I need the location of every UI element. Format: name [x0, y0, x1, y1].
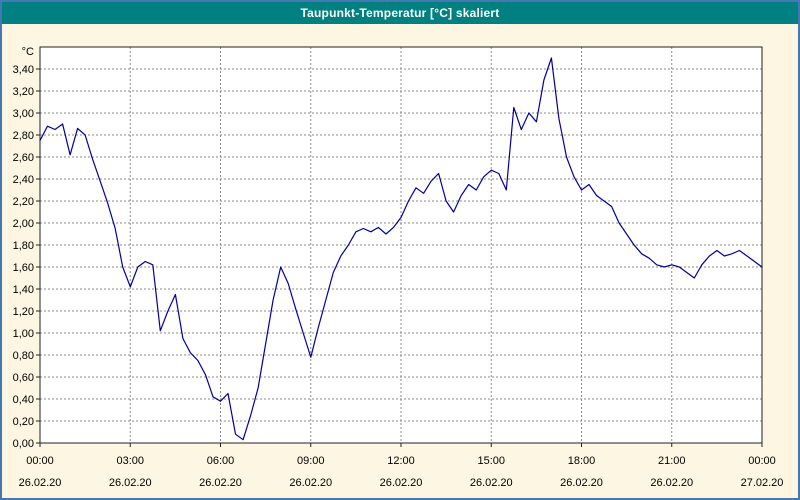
x-tick-time-label: 03:00	[116, 455, 144, 467]
y-tick-label: 3,40	[13, 64, 34, 76]
y-tick-label: 1,60	[13, 262, 34, 274]
y-tick-label: 3,20	[13, 86, 34, 98]
chart-area: 0,00 0,20 0,40 0,60 0,80 1,00 1,20 1,40 1,60 1,80…	[2, 24, 798, 498]
y-tick-label: 0,20	[13, 416, 34, 428]
x-tick-date-label: 26.02.20	[650, 477, 693, 489]
x-tick-time-label: 09:00	[297, 455, 325, 467]
x-tick-date-label: 26.02.20	[19, 477, 62, 489]
y-tick-label: 0,60	[13, 372, 34, 384]
plot-border	[39, 46, 763, 444]
x-tick-time-label: 12:00	[387, 455, 415, 467]
chart-svg: 0,00 0,20 0,40 0,60 0,80 1,00 1,20 1,40 1,60 1,80…	[13, 46, 784, 489]
y-tick-label: 1,20	[13, 306, 34, 318]
title-bar: Taupunkt-Temperatur [°C] skaliert	[2, 2, 798, 24]
y-tick-label: 0,80	[13, 350, 34, 362]
temperature-line	[39, 57, 763, 441]
y-tick-label: 1,40	[13, 284, 34, 296]
x-tick-date-label: 26.02.20	[560, 477, 603, 489]
y-tick-label: 0,40	[13, 394, 34, 406]
y-tick-label: 1,00	[13, 328, 34, 340]
x-tick-time-label: 00:00	[748, 455, 776, 467]
y-tick-label: 3,00	[13, 108, 34, 120]
y-tick-label: 2,40	[13, 174, 34, 186]
chart-title: Taupunkt-Temperatur [°C] skaliert	[300, 6, 500, 20]
x-tick-date-label: 26.02.20	[199, 477, 242, 489]
x-tick-time-label: 15:00	[477, 455, 505, 467]
x-tick-time-label: 21:00	[658, 455, 686, 467]
y-tick-label: 1,80	[13, 240, 34, 252]
y-tick-label: 2,20	[13, 196, 34, 208]
x-tick-date-label: 26.02.20	[380, 477, 423, 489]
y-tick-label: 2,00	[13, 218, 34, 230]
y-tick-label: 2,80	[13, 130, 34, 142]
x-tick-date-label: 26.02.20	[470, 477, 513, 489]
y-axis-unit-label: °C	[22, 46, 34, 58]
x-tick-date-label: 27.02.20	[741, 477, 784, 489]
x-tick-date-label: 26.02.20	[289, 477, 332, 489]
x-tick-time-label: 06:00	[207, 455, 235, 467]
x-tick-time-label: 00:00	[26, 455, 54, 467]
x-tick-date-label: 26.02.20	[109, 477, 152, 489]
y-tick-label: 0,00	[13, 438, 34, 450]
y-tick-label: 2,60	[13, 152, 34, 164]
x-tick-time-label: 18:00	[568, 455, 596, 467]
